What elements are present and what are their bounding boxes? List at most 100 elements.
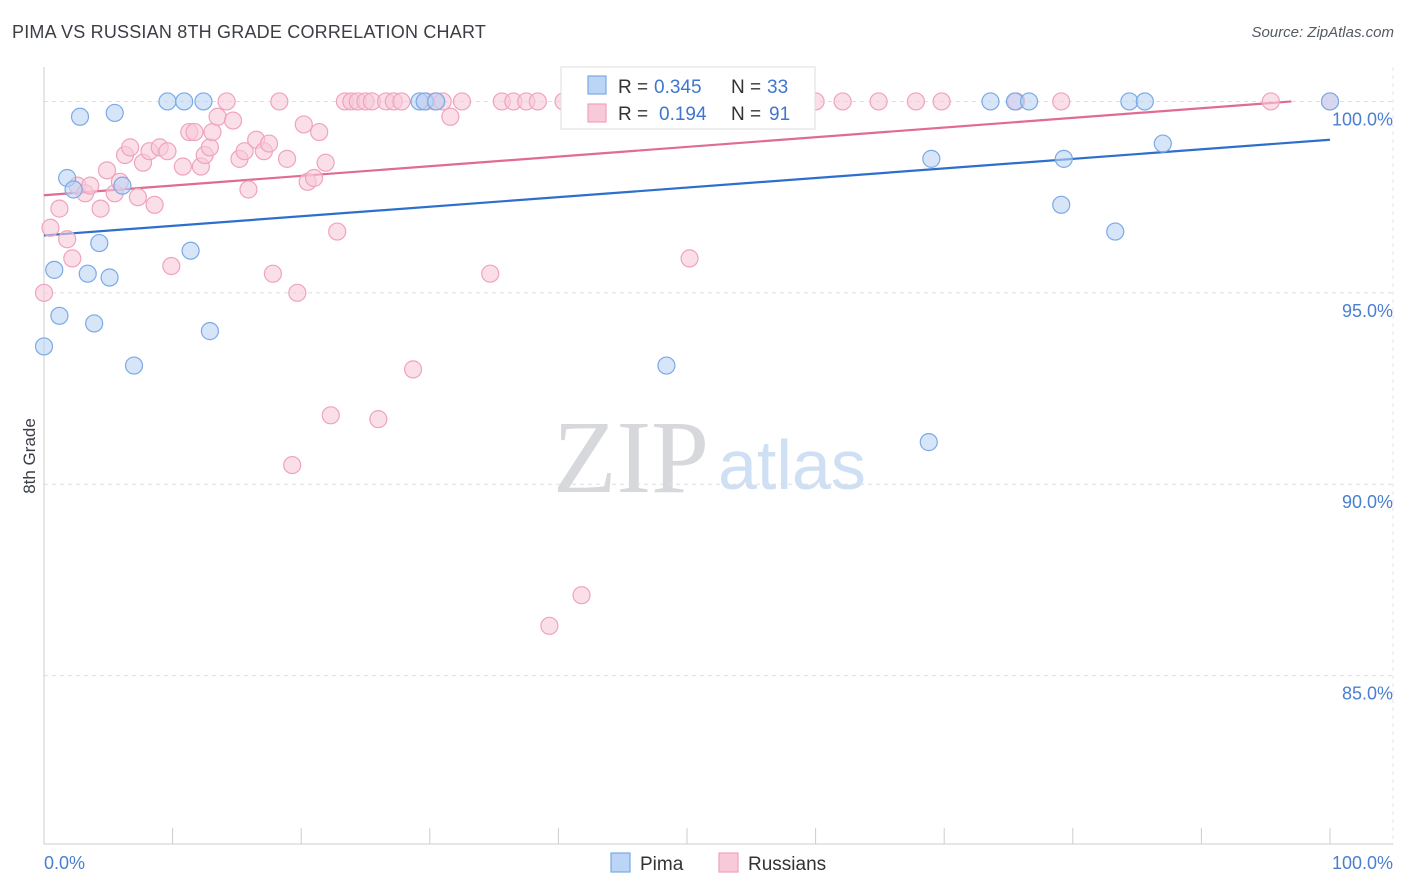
point-russians [162,256,181,276]
point-russians [34,283,54,302]
legend-n-label-pima: N = [731,77,761,98]
point-russians [540,616,559,635]
point-pima [78,264,97,283]
x-tick-label-right: 100.0% [1332,853,1393,873]
y-tick-label: 85.0% [1342,684,1393,704]
y-axis-title: 8th Grade [20,418,39,494]
source-credit: Source: ZipAtlas.com [1251,24,1394,41]
point-russians [680,249,699,268]
point-pima [1054,149,1073,168]
x-tick-label-left: 0.0% [44,853,85,873]
point-russians [50,199,69,218]
point-russians [528,92,547,111]
point-pima [657,356,676,375]
point-pima [1106,222,1125,241]
point-pima [70,107,90,126]
point-pima [45,260,64,279]
point-russians [203,122,222,142]
point-russians [906,92,926,111]
point-russians [288,283,307,302]
y-tick-label: 90.0% [1342,492,1393,512]
point-russians [239,180,258,199]
point-pima [158,92,177,111]
point-pima [1135,92,1154,111]
point-russians [403,360,423,379]
legend-n-value-russians: 91 [769,104,790,125]
point-pima [1120,92,1139,111]
point-pima [105,103,124,123]
point-russians [321,406,340,425]
point-pima [1320,92,1340,111]
legend-r-label-pima: R = [618,77,648,98]
point-pima [200,322,219,341]
y-tick-labels: 100.0% 95.0% 90.0% 85.0% [1332,109,1393,703]
point-russians [208,107,227,126]
legend-n-value-pima: 33 [767,77,788,98]
point-russians [833,92,852,111]
point-russians [1261,92,1280,111]
bottom-legend-label-russians: Russians [748,854,826,875]
point-russians [185,122,204,142]
point-russians [270,92,289,111]
point-russians [452,92,472,111]
bottom-legend-swatch-pima [610,852,631,873]
legend-n-label-russians: N = [731,104,761,125]
bottom-legend: Pima Russians [610,852,826,875]
point-russians [158,142,177,161]
point-pima [181,241,200,260]
watermark-zip: ZIP [553,400,709,515]
point-russians [310,122,329,142]
legend-swatch-pima [587,75,607,95]
point-pima [64,180,83,199]
point-pima [1019,92,1039,111]
point-russians [277,149,297,168]
point-russians [369,410,388,429]
legend-r-label-russians: R = [618,104,648,125]
trend-line-pima [43,138,1331,237]
point-russians [932,92,951,111]
point-russians [392,92,411,111]
bottom-legend-swatch-russians [718,852,739,873]
point-pima [90,233,109,253]
point-russians [128,188,147,207]
point-russians [283,455,302,475]
point-russians [91,199,110,218]
point-russians [63,249,82,268]
point-pima [100,268,119,287]
point-russians [869,92,888,111]
point-russians [217,92,236,111]
chart-title: PIMA VS RUSSIAN 8TH GRADE CORRELATION CH… [12,22,487,42]
point-russians [145,195,164,214]
point-russians [235,142,254,161]
point-pima [919,433,938,452]
point-russians [1052,92,1071,111]
point-russians [121,138,140,157]
point-pima [175,92,194,111]
point-pima [922,149,941,168]
point-russians [481,264,500,283]
point-russians [294,115,313,134]
point-pima [124,356,144,375]
y-tick-label: 95.0% [1342,301,1393,321]
data-points [34,92,1340,635]
legend-r-value-russians: 0.194 [659,104,707,125]
point-pima [113,176,132,195]
point-russians [304,168,324,188]
point-pima [85,314,104,333]
point-russians [316,153,335,172]
point-russians [263,264,283,283]
point-russians [81,176,100,195]
trend-line-russians [43,100,1292,197]
point-russians [572,586,591,605]
point-pima [427,92,446,111]
y-tick-label: 100.0% [1332,109,1393,129]
point-pima [50,306,69,325]
point-russians [97,161,117,180]
legend-swatch-russians [587,103,607,123]
point-pima [981,92,1000,111]
legend-r-value-pima: 0.345 [654,77,702,98]
point-russians [223,111,243,130]
trend-lines [43,100,1331,237]
point-russians [58,230,77,249]
